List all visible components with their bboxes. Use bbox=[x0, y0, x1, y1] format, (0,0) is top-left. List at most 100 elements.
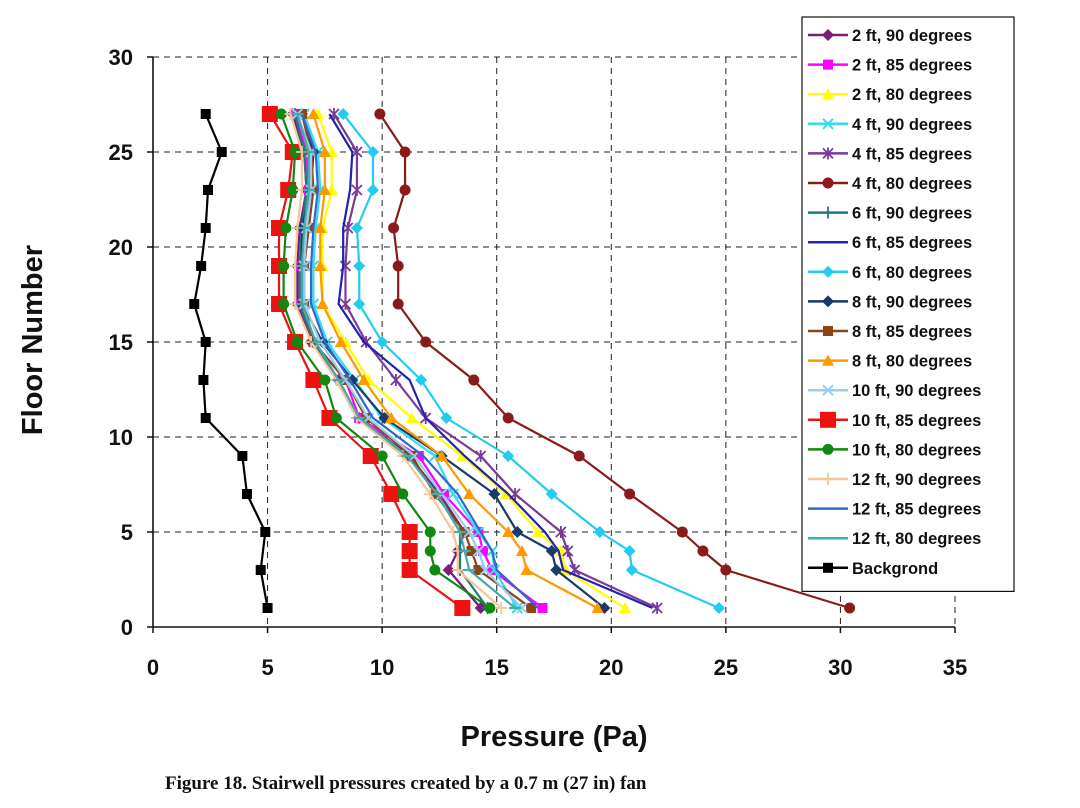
data-point bbox=[200, 337, 211, 347]
data-point bbox=[531, 526, 544, 537]
series-14 bbox=[275, 108, 496, 614]
data-point bbox=[337, 108, 350, 120]
data-point bbox=[502, 412, 514, 424]
x-tick-label: 25 bbox=[714, 655, 738, 680]
legend-label: 2 ft, 80 degrees bbox=[852, 86, 972, 104]
data-point bbox=[623, 545, 636, 557]
data-point bbox=[318, 146, 331, 157]
data-point bbox=[383, 486, 400, 502]
legend-item: 4 ft, 90 degrees bbox=[808, 116, 972, 134]
x-tick-label: 15 bbox=[484, 655, 508, 680]
data-point bbox=[526, 603, 537, 613]
data-point bbox=[822, 206, 834, 219]
data-point bbox=[200, 413, 211, 423]
data-point bbox=[305, 372, 322, 388]
data-point bbox=[316, 298, 329, 309]
data-point bbox=[625, 564, 638, 576]
legend-item: 10 ft, 80 degrees bbox=[808, 441, 981, 459]
series-17 bbox=[291, 112, 522, 610]
axes: 0 5 10 15 20 25 30 35 0 5 10 15 20 25 30 bbox=[109, 45, 968, 680]
legend-item: 8 ft, 80 degrees bbox=[808, 353, 972, 371]
data-point bbox=[401, 543, 418, 559]
data-point bbox=[357, 374, 370, 385]
data-point bbox=[697, 545, 709, 557]
data-point bbox=[511, 526, 524, 538]
data-point bbox=[424, 545, 436, 557]
data-point bbox=[720, 564, 732, 576]
y-tick-label: 15 bbox=[109, 330, 133, 355]
data-point bbox=[314, 260, 327, 271]
data-point bbox=[353, 260, 366, 272]
data-point bbox=[619, 602, 632, 613]
legend-item: 12 ft, 85 degrees bbox=[808, 501, 981, 519]
data-point bbox=[424, 526, 436, 538]
series-7 bbox=[328, 113, 653, 610]
data-point bbox=[278, 298, 290, 310]
data-point bbox=[823, 59, 833, 70]
y-tick-label: 10 bbox=[109, 425, 133, 450]
data-point bbox=[413, 451, 424, 461]
data-point bbox=[202, 185, 213, 195]
series-4 bbox=[328, 108, 663, 614]
legend-label: 8 ft, 90 degrees bbox=[852, 293, 972, 311]
legend-label: 4 ft, 85 degrees bbox=[852, 145, 972, 163]
data-point bbox=[822, 29, 834, 41]
series-line bbox=[342, 113, 720, 610]
data-point bbox=[376, 450, 388, 462]
y-tick-label: 25 bbox=[109, 140, 133, 165]
series-16 bbox=[300, 113, 539, 609]
legend-box bbox=[801, 16, 1015, 593]
data-point bbox=[822, 265, 834, 278]
series-line bbox=[328, 113, 653, 610]
data-point bbox=[822, 147, 834, 160]
data-point bbox=[822, 295, 834, 308]
data-point bbox=[350, 222, 363, 234]
data-point bbox=[676, 526, 688, 538]
data-point bbox=[189, 299, 200, 309]
data-point bbox=[822, 88, 834, 100]
data-point bbox=[429, 564, 441, 576]
x-tick-label: 5 bbox=[261, 655, 273, 680]
data-point bbox=[260, 527, 271, 537]
legend-label: 12 ft, 90 degrees bbox=[852, 471, 981, 489]
data-point bbox=[822, 473, 834, 485]
data-point bbox=[291, 336, 303, 348]
data-point bbox=[390, 374, 402, 386]
data-point bbox=[473, 565, 484, 575]
data-point bbox=[484, 602, 496, 614]
data-point bbox=[287, 184, 299, 196]
data-point bbox=[362, 448, 379, 464]
legend-label: 10 ft, 80 degrees bbox=[852, 441, 981, 459]
legend-label: 10 ft, 85 degrees bbox=[852, 412, 981, 430]
data-point bbox=[374, 108, 386, 120]
data-point bbox=[405, 412, 418, 423]
data-point bbox=[502, 450, 515, 462]
series-8 bbox=[337, 108, 725, 614]
data-point bbox=[392, 298, 404, 310]
legend-label: 12 ft, 80 degrees bbox=[852, 530, 981, 548]
x-tick-label: 0 bbox=[147, 655, 159, 680]
legend-item: 4 ft, 80 degrees bbox=[808, 175, 972, 193]
data-point bbox=[366, 146, 379, 158]
x-tick-label: 20 bbox=[599, 655, 623, 680]
data-point bbox=[420, 336, 432, 348]
legend-label: 4 ft, 80 degrees bbox=[852, 175, 972, 193]
data-point bbox=[397, 488, 409, 500]
data-point bbox=[314, 222, 327, 233]
legend: 2 ft, 90 degrees 2 ft, 85 degrees 2 ft, 80… bbox=[801, 16, 1015, 593]
figure-caption: Figure 18. Stairwell pressures created b… bbox=[165, 773, 647, 794]
legend-item: 12 ft, 80 degrees bbox=[808, 530, 981, 548]
data-point bbox=[339, 298, 352, 310]
legend-item: 2 ft, 90 degrees bbox=[808, 27, 972, 45]
series-13 bbox=[261, 106, 471, 616]
data-point bbox=[216, 147, 227, 157]
legend-label: 8 ft, 85 degrees bbox=[852, 323, 972, 341]
data-point bbox=[477, 546, 488, 556]
data-point bbox=[488, 564, 501, 576]
legend-label: 10 ft, 90 degrees bbox=[852, 382, 981, 400]
legend-item: 6 ft, 80 degrees bbox=[808, 264, 972, 282]
legend-item: 6 ft, 85 degrees bbox=[808, 234, 972, 252]
data-point bbox=[554, 545, 567, 556]
data-point bbox=[550, 564, 563, 576]
